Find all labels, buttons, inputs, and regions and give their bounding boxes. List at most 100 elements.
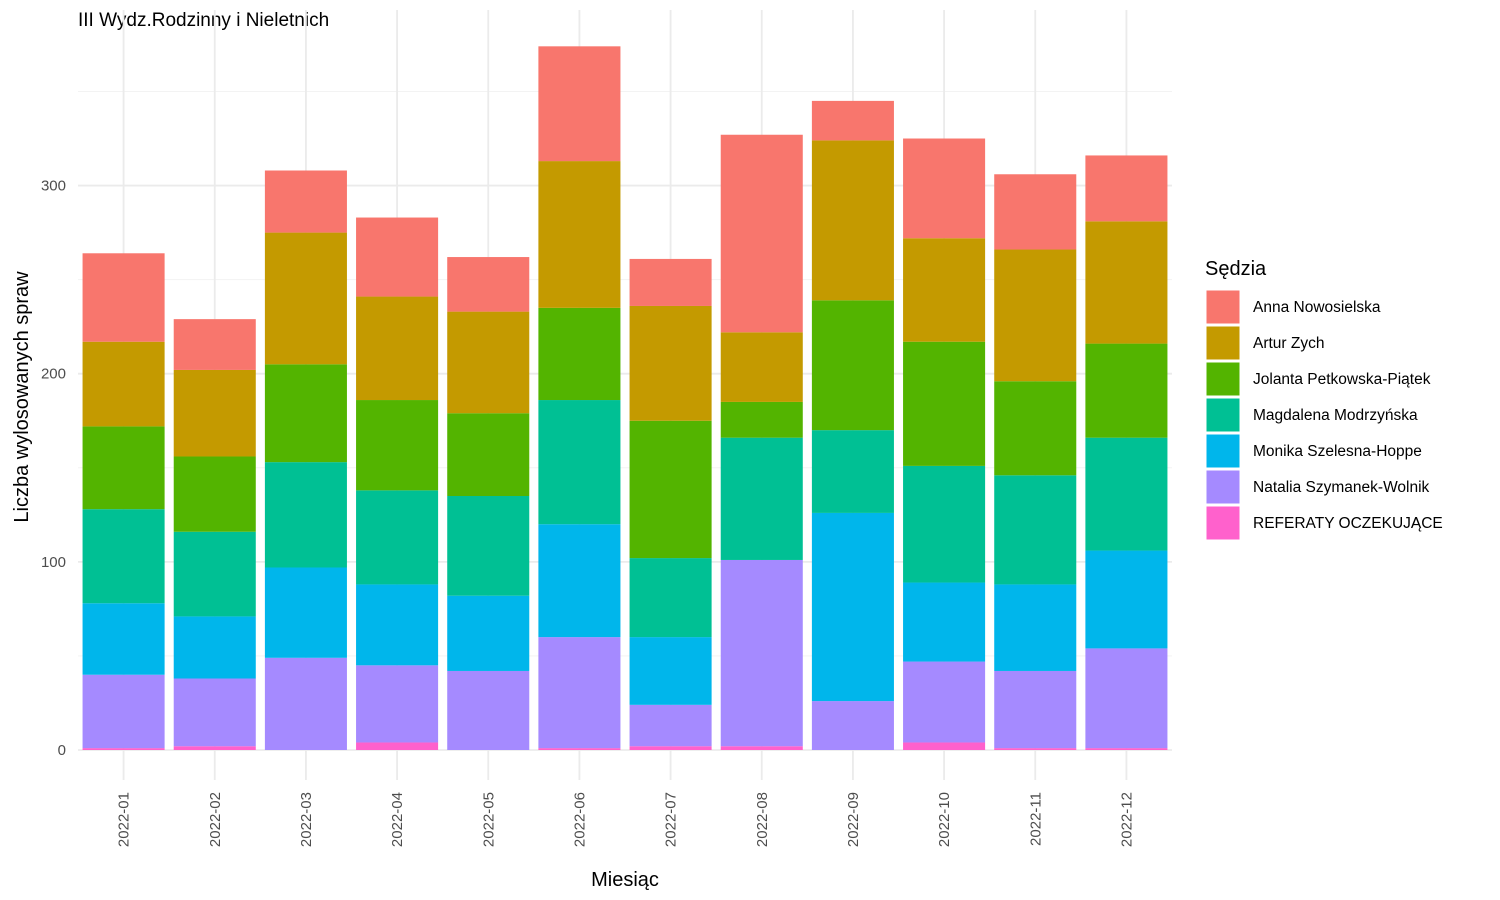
- bar-segment: [356, 400, 439, 491]
- bar-segment: [356, 665, 439, 743]
- bar-segment: [173, 531, 256, 617]
- bar-segment: [720, 746, 803, 750]
- bar-segment: [994, 670, 1077, 749]
- y-tick-label: 0: [58, 742, 66, 759]
- bar-segment: [1085, 343, 1168, 438]
- bar-segment: [1085, 437, 1168, 551]
- bar-segment: [538, 307, 621, 401]
- x-axis-ticks: 2022-01 2022-02 2022-03 2022-04 2022-05 2022-…: [116, 792, 1136, 847]
- bar-segment: [994, 174, 1077, 250]
- bar-segment: [173, 678, 256, 747]
- x-tick-label: 2022-07: [663, 792, 680, 847]
- bar-segment: [82, 603, 165, 675]
- bar-segment: [720, 401, 803, 438]
- x-tick-label: 2022-03: [298, 792, 315, 847]
- bar-segment: [629, 704, 712, 747]
- bar-segment: [264, 170, 347, 233]
- x-tick-label: 2022-09: [845, 792, 862, 847]
- x-tick-label: 2022-08: [754, 792, 771, 847]
- bar-segment: [447, 311, 530, 414]
- bar-segment: [1085, 221, 1168, 344]
- bar-segment: [82, 674, 165, 749]
- bar-segment: [356, 490, 439, 585]
- bar-segment: [994, 475, 1077, 585]
- legend-swatch: [1205, 361, 1241, 397]
- x-axis-title: Miesiąc: [591, 869, 659, 891]
- bar-segment: [82, 748, 165, 750]
- bar-segment: [720, 332, 803, 402]
- legend-swatch: [1205, 325, 1241, 361]
- x-tick-label: 2022-12: [1118, 792, 1135, 847]
- bar-segment: [1085, 155, 1168, 222]
- bar-segment: [1085, 550, 1168, 649]
- y-axis-ticks: 0 100 200 300: [41, 178, 66, 759]
- legend-swatch: [1205, 433, 1241, 469]
- bar-segment: [903, 661, 986, 743]
- bar-segment: [173, 369, 256, 457]
- bar-segment: [811, 512, 894, 702]
- bar-segment: [629, 258, 712, 306]
- bar-segment: [447, 670, 530, 750]
- bar-segment: [82, 426, 165, 510]
- bar-segment: [811, 701, 894, 750]
- bar-segment: [173, 456, 256, 532]
- bar-segment: [629, 746, 712, 750]
- x-tick-label: 2022-05: [480, 792, 497, 847]
- bar-segment: [903, 138, 986, 239]
- bar-segment: [811, 430, 894, 513]
- x-tick-label: 2022-02: [207, 792, 224, 847]
- bar-segment: [173, 319, 256, 370]
- legend-label: Jolanta Petkowska-Piątek: [1253, 371, 1431, 388]
- legend-swatch: [1205, 289, 1241, 325]
- bar-segment: [538, 161, 621, 308]
- bar-segment: [903, 465, 986, 583]
- bar-segment: [356, 217, 439, 297]
- bar-segment: [447, 595, 530, 671]
- bar-segment: [1085, 748, 1168, 750]
- bar-segment: [447, 257, 530, 312]
- bar-segment: [903, 341, 986, 466]
- legend-label: Monika Szelesna-Hoppe: [1253, 443, 1422, 460]
- x-tick-label: 2022-04: [389, 792, 406, 847]
- bar-segment: [356, 584, 439, 666]
- bar-segment: [629, 305, 712, 421]
- bar-segment: [264, 364, 347, 463]
- bar-segment: [720, 559, 803, 747]
- bar-segment: [447, 495, 530, 596]
- bar-segment: [173, 616, 256, 679]
- bar-segment: [903, 742, 986, 750]
- legend-label: Artur Zych: [1253, 335, 1324, 352]
- bar-segment: [903, 238, 986, 342]
- legend-label: REFERATY OCZEKUJĄCE: [1253, 515, 1443, 532]
- legend-swatch: [1205, 397, 1241, 433]
- bar-segment: [720, 437, 803, 560]
- bar-segment: [447, 413, 530, 496]
- bar-segment: [994, 584, 1077, 671]
- y-axis-title: Liczba wylosowanych spraw: [11, 271, 33, 523]
- legend-label: Natalia Szymanek-Wolnik: [1253, 479, 1430, 496]
- bar-segment: [811, 140, 894, 301]
- x-tick-label: 2022-01: [116, 792, 133, 847]
- bar-segment: [538, 524, 621, 638]
- bar-segment: [82, 341, 165, 427]
- bar-segment: [82, 253, 165, 342]
- bar-segment: [994, 249, 1077, 382]
- bar-segment: [538, 46, 621, 162]
- legend-swatch: [1205, 469, 1241, 505]
- legend-label: Magdalena Modrzyńska: [1253, 407, 1418, 424]
- bar-segment: [629, 558, 712, 638]
- bar-segment: [629, 420, 712, 559]
- bar-segment: [264, 567, 347, 658]
- y-tick-label: 200: [41, 366, 66, 383]
- chart-title: III Wydz.Rodzinny i Nieletnich: [78, 10, 329, 31]
- bar-segment: [720, 134, 803, 333]
- bar-segment: [629, 637, 712, 705]
- bar-segment: [903, 582, 986, 662]
- bar-segment: [264, 657, 347, 750]
- x-tick-label: 2022-10: [936, 792, 953, 847]
- legend-label: Anna Nowosielska: [1253, 299, 1381, 316]
- x-tick-label: 2022-11: [1027, 792, 1044, 846]
- bar-segment: [356, 296, 439, 401]
- x-tick-label: 2022-06: [571, 792, 588, 847]
